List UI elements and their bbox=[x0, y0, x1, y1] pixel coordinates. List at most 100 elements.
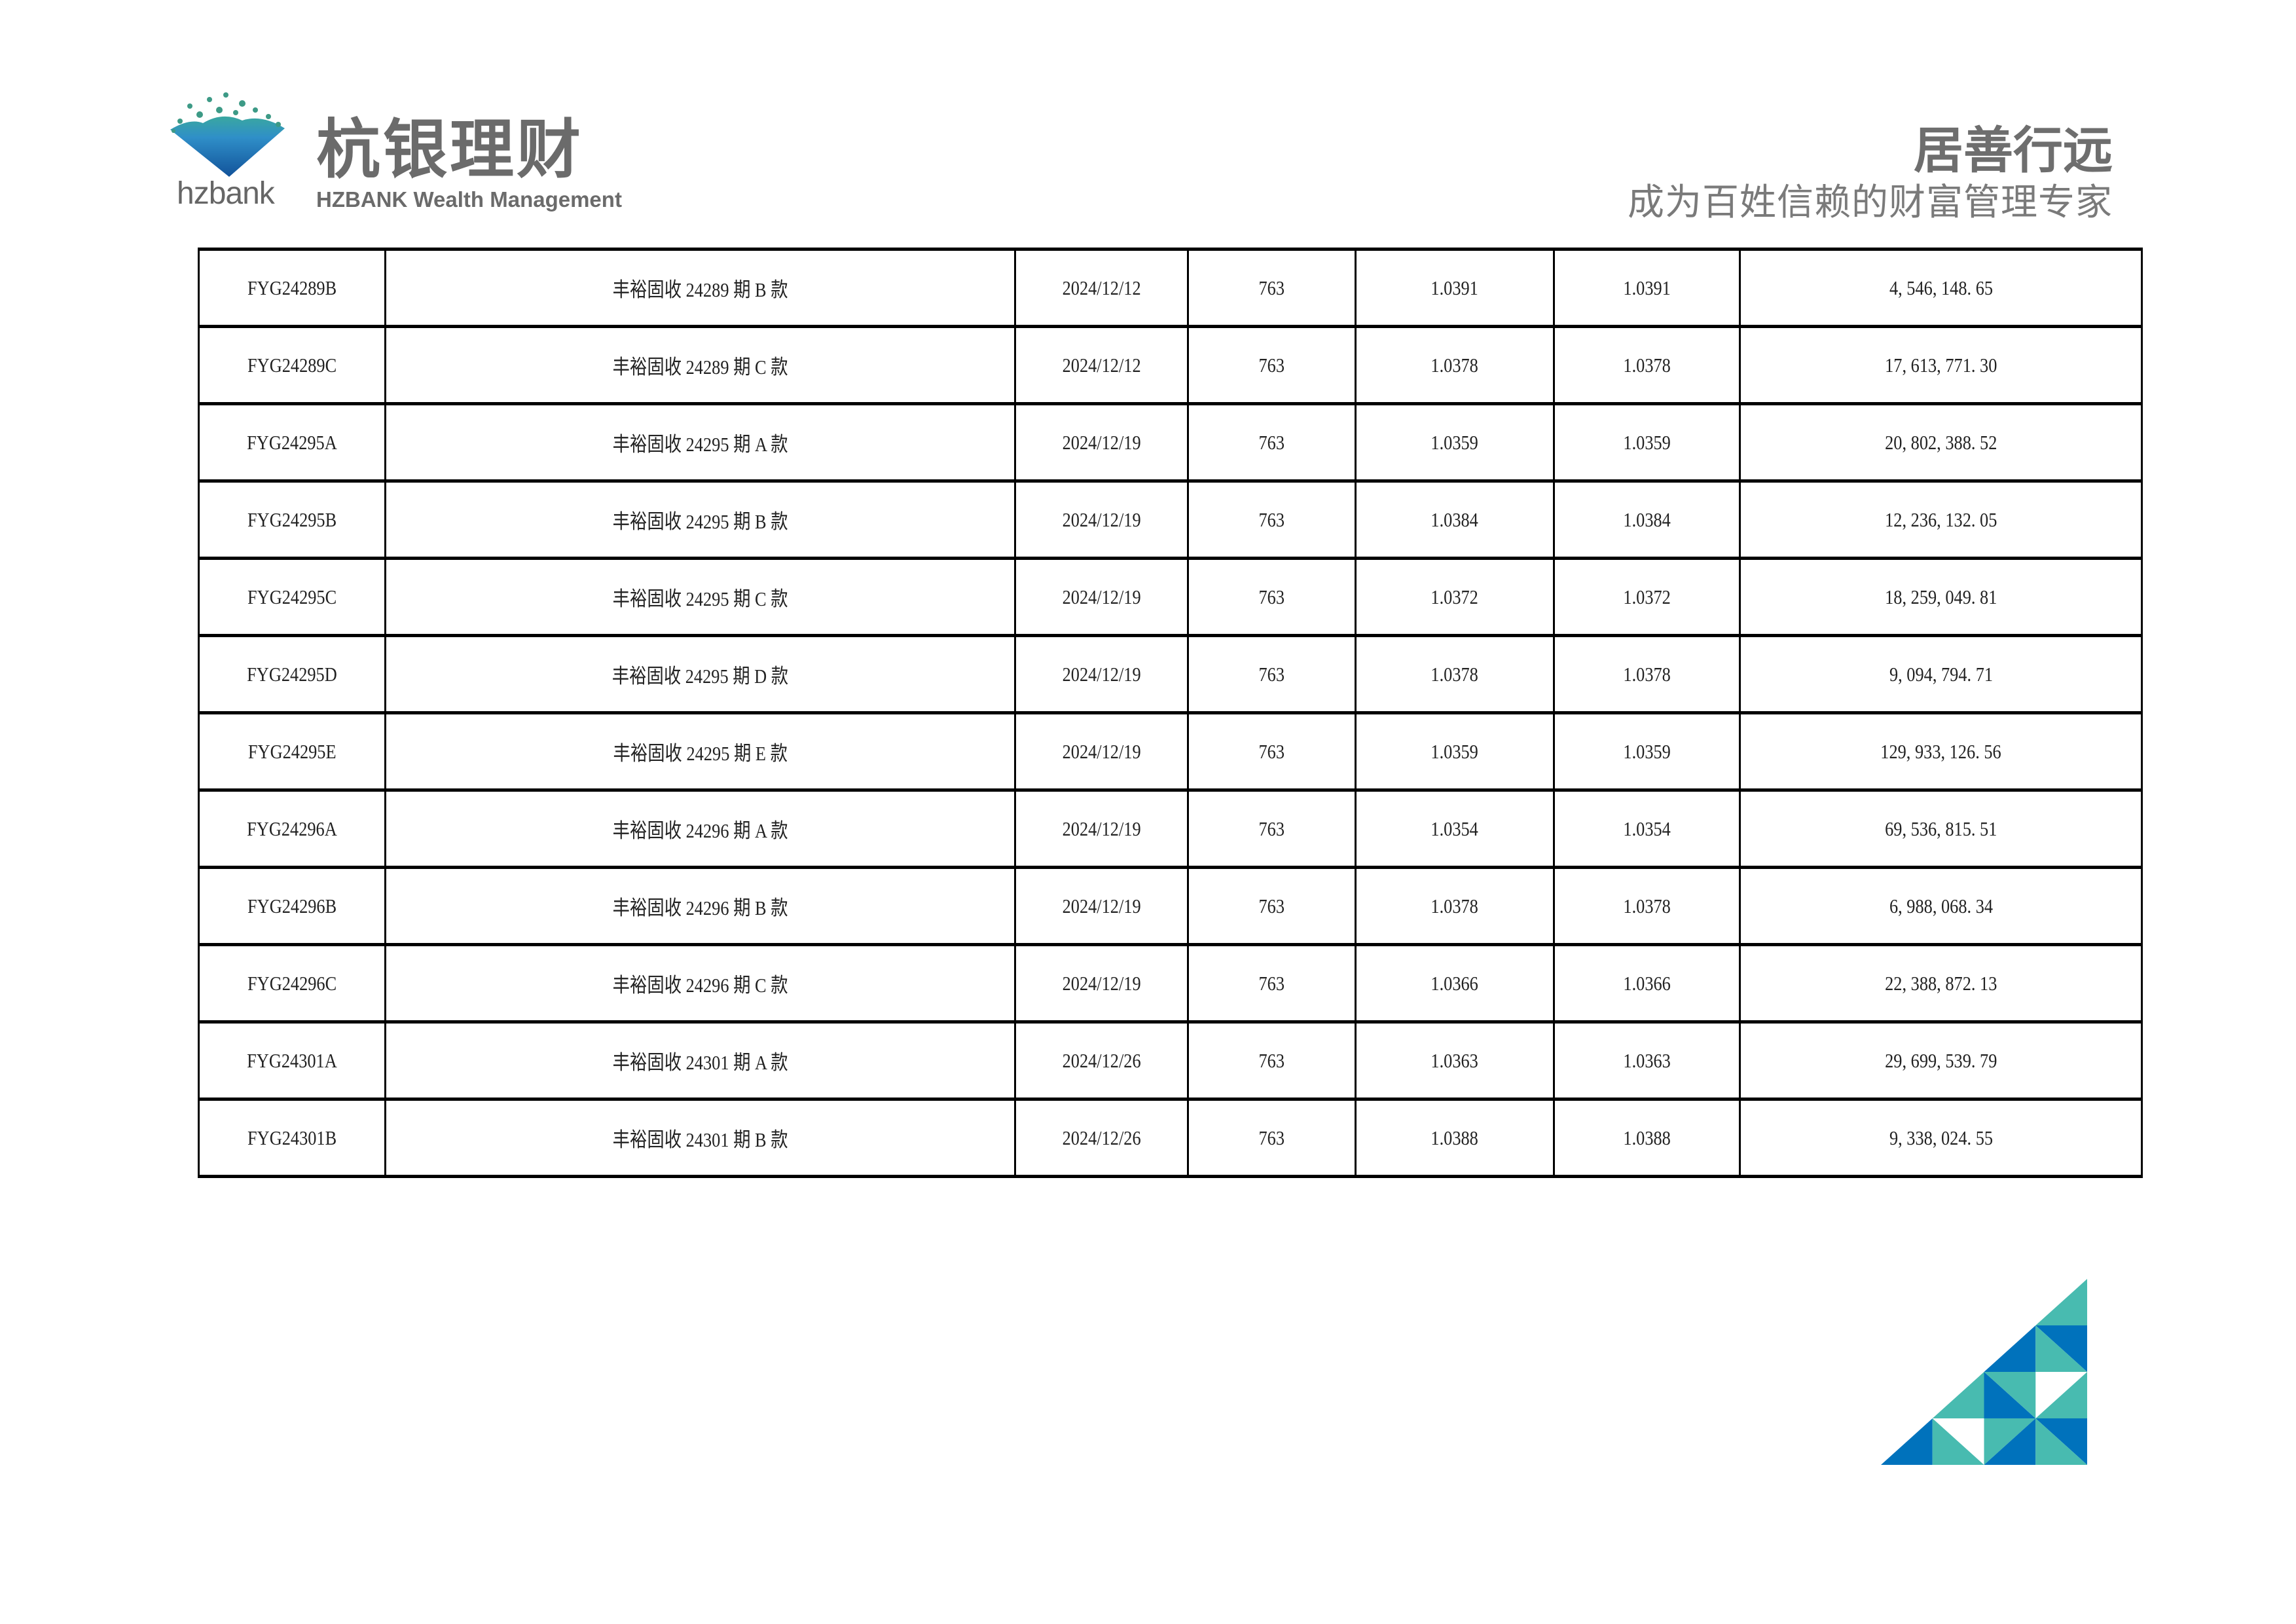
unit-nav-text: 1.0366 bbox=[1430, 971, 1479, 995]
product-code-text: FYG24301B bbox=[247, 1126, 337, 1149]
cell-unit-nav: 1.0372 bbox=[1355, 557, 1555, 637]
cell-days: 763 bbox=[1187, 711, 1357, 792]
cell-amount: 29, 699, 539. 79 bbox=[1739, 1020, 2143, 1101]
product-code-text: FYG24289C bbox=[247, 353, 337, 377]
date-text: 2024/12/12 bbox=[1062, 276, 1141, 299]
table-row: FYG24295C 丰裕固收 24295 期 C 款 2024/12/19 763 1.… bbox=[198, 557, 2143, 637]
date-text: 2024/12/19 bbox=[1062, 971, 1141, 995]
cell-product-code: FYG24289C bbox=[198, 325, 386, 405]
triangle-tile bbox=[2035, 1279, 2087, 1325]
cell-product-code: FYG24301B bbox=[198, 1098, 386, 1178]
product-code-text: FYG24296B bbox=[247, 894, 337, 917]
cell-days: 763 bbox=[1187, 1020, 1357, 1101]
cell-unit-nav: 1.0363 bbox=[1355, 1020, 1555, 1101]
slogan: 居善行远 bbox=[1914, 121, 2113, 179]
nav-table: FYG24289B 丰裕固收 24289 期 B 款 2024/12/12 763 1.… bbox=[198, 248, 2143, 1178]
cell-unit-nav: 1.0384 bbox=[1355, 479, 1555, 560]
cell-unit-nav: 1.0388 bbox=[1355, 1098, 1555, 1178]
cell-days: 763 bbox=[1187, 479, 1357, 560]
product-code-text: FYG24301A bbox=[247, 1048, 337, 1072]
triangle-tile bbox=[2035, 1372, 2087, 1418]
triangle-tile bbox=[1984, 1325, 2036, 1372]
cumulative-nav-text: 1.0366 bbox=[1623, 971, 1671, 995]
triangle-tile bbox=[1984, 1372, 2036, 1418]
amount-text: 69, 536, 815. 51 bbox=[1884, 817, 1997, 840]
days-text: 763 bbox=[1258, 739, 1285, 763]
cell-unit-nav: 1.0378 bbox=[1355, 634, 1555, 714]
unit-nav-text: 1.0359 bbox=[1430, 739, 1479, 763]
date-text: 2024/12/26 bbox=[1062, 1048, 1141, 1072]
company-logo: hzbank 杭银理财 HZBANK Wealth Management bbox=[160, 92, 622, 223]
cell-cumulative-nav: 1.0363 bbox=[1553, 1020, 1741, 1101]
product-name-text: 丰裕固收 24289 期 C 款 bbox=[612, 356, 788, 378]
product-name-text: 丰裕固收 24295 期 E 款 bbox=[613, 742, 788, 765]
cell-cumulative-nav: 1.0378 bbox=[1553, 866, 1741, 946]
cell-product-name: 丰裕固收 24296 期 C 款 bbox=[384, 943, 1016, 1024]
table-row: FYG24296C 丰裕固收 24296 期 C 款 2024/12/19 763 1.… bbox=[198, 943, 2143, 1024]
cell-product-code: FYG24289B bbox=[198, 248, 386, 328]
amount-text: 29, 699, 539. 79 bbox=[1884, 1048, 1997, 1072]
cell-date: 2024/12/19 bbox=[1014, 557, 1189, 637]
triangle-tile bbox=[1984, 1418, 2036, 1465]
cell-product-name: 丰裕固收 24295 期 A 款 bbox=[384, 402, 1016, 483]
product-name-text: 丰裕固收 24295 期 D 款 bbox=[611, 665, 789, 688]
date-text: 2024/12/19 bbox=[1062, 739, 1141, 763]
cell-amount: 129, 933, 126. 56 bbox=[1739, 711, 2143, 792]
cumulative-nav-text: 1.0384 bbox=[1623, 507, 1671, 531]
cell-date: 2024/12/12 bbox=[1014, 248, 1189, 328]
days-text: 763 bbox=[1258, 894, 1285, 917]
amount-text: 22, 388, 872. 13 bbox=[1884, 971, 1997, 995]
cell-date: 2024/12/19 bbox=[1014, 943, 1189, 1024]
cell-cumulative-nav: 1.0391 bbox=[1553, 248, 1741, 328]
table-row: FYG24295D 丰裕固收 24295 期 D 款 2024/12/19 763 1.… bbox=[198, 634, 2143, 714]
table-row: FYG24295A 丰裕固收 24295 期 A 款 2024/12/19 763 1.… bbox=[198, 402, 2143, 483]
unit-nav-text: 1.0359 bbox=[1430, 430, 1479, 454]
cell-amount: 12, 236, 132. 05 bbox=[1739, 479, 2143, 560]
cell-date: 2024/12/26 bbox=[1014, 1020, 1189, 1101]
days-text: 763 bbox=[1258, 817, 1285, 840]
days-text: 763 bbox=[1258, 662, 1285, 686]
date-text: 2024/12/19 bbox=[1062, 817, 1141, 840]
cell-date: 2024/12/19 bbox=[1014, 634, 1189, 714]
unit-nav-text: 1.0384 bbox=[1430, 507, 1479, 531]
date-text: 2024/12/19 bbox=[1062, 585, 1141, 608]
product-name-text: 丰裕固收 24295 期 C 款 bbox=[612, 587, 788, 610]
days-text: 763 bbox=[1258, 585, 1285, 608]
unit-nav-text: 1.0378 bbox=[1430, 353, 1479, 377]
cell-unit-nav: 1.0366 bbox=[1355, 943, 1555, 1024]
unit-nav-text: 1.0363 bbox=[1430, 1048, 1479, 1072]
cell-amount: 4, 546, 148. 65 bbox=[1739, 248, 2143, 328]
cell-days: 763 bbox=[1187, 557, 1357, 637]
cell-amount: 22, 388, 872. 13 bbox=[1739, 943, 2143, 1024]
cell-amount: 9, 094, 794. 71 bbox=[1739, 634, 2143, 714]
cell-days: 763 bbox=[1187, 1098, 1357, 1178]
product-name-text: 丰裕固收 24295 期 A 款 bbox=[612, 433, 788, 456]
days-text: 763 bbox=[1258, 1048, 1285, 1072]
cell-days: 763 bbox=[1187, 325, 1357, 405]
cell-product-code: FYG24296A bbox=[198, 788, 386, 869]
date-text: 2024/12/19 bbox=[1062, 662, 1141, 686]
logo-name-cn: 杭银理财 bbox=[316, 113, 584, 187]
days-text: 763 bbox=[1258, 1126, 1285, 1149]
cumulative-nav-text: 1.0388 bbox=[1623, 1126, 1671, 1149]
cell-unit-nav: 1.0359 bbox=[1355, 402, 1555, 483]
cumulative-nav-text: 1.0378 bbox=[1623, 894, 1671, 917]
product-name-text: 丰裕固收 24296 期 A 款 bbox=[612, 819, 788, 842]
cumulative-nav-text: 1.0363 bbox=[1623, 1048, 1671, 1072]
cell-product-code: FYG24301A bbox=[198, 1020, 386, 1101]
cell-product-name: 丰裕固收 24289 期 B 款 bbox=[384, 248, 1016, 328]
days-text: 763 bbox=[1258, 971, 1285, 995]
product-code-text: FYG24295E bbox=[247, 739, 337, 763]
triangle-tile bbox=[1932, 1418, 1984, 1465]
cell-product-code: FYG24295D bbox=[198, 634, 386, 714]
triangle-tile bbox=[1881, 1418, 1933, 1465]
cell-cumulative-nav: 1.0378 bbox=[1553, 325, 1741, 405]
product-name-text: 丰裕固收 24301 期 A 款 bbox=[612, 1051, 788, 1074]
cell-date: 2024/12/12 bbox=[1014, 325, 1189, 405]
cell-cumulative-nav: 1.0359 bbox=[1553, 402, 1741, 483]
amount-text: 9, 094, 794. 71 bbox=[1889, 662, 1993, 686]
cell-cumulative-nav: 1.0388 bbox=[1553, 1098, 1741, 1178]
cell-days: 763 bbox=[1187, 943, 1357, 1024]
cell-days: 763 bbox=[1187, 402, 1357, 483]
table-row: FYG24301A 丰裕固收 24301 期 A 款 2024/12/26 763 1.… bbox=[198, 1020, 2143, 1101]
